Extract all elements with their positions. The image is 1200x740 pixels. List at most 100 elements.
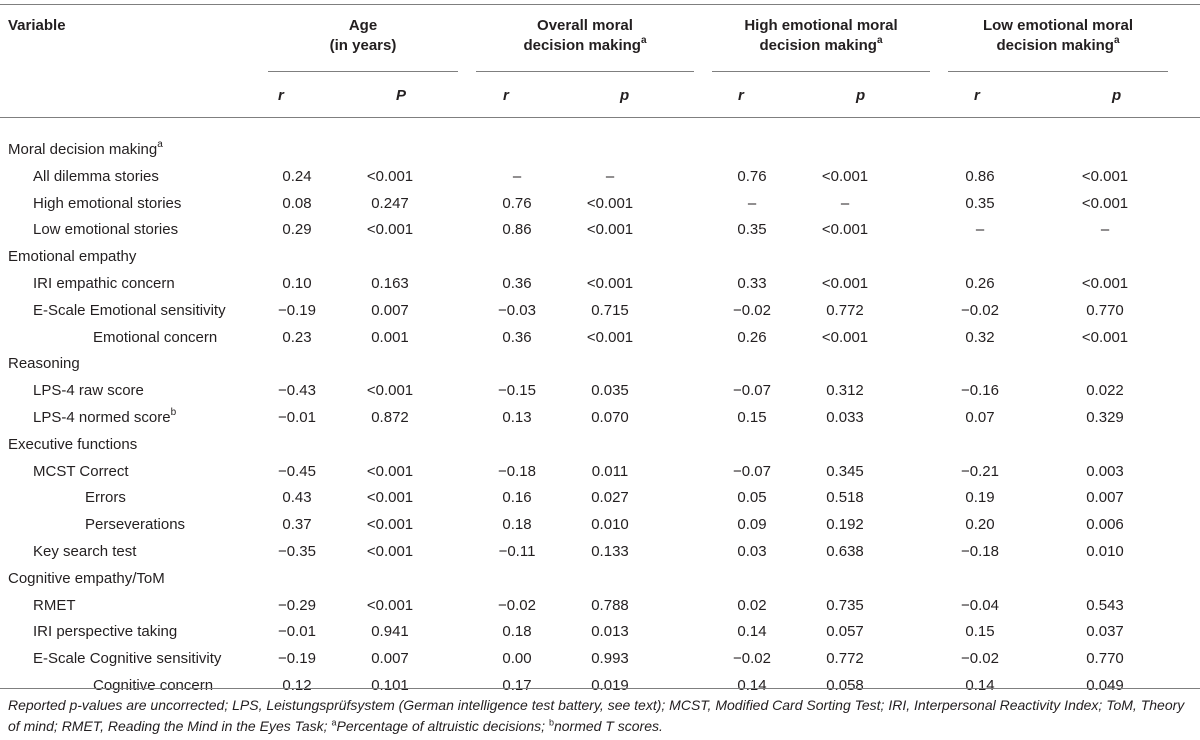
footnote-sup-a: a: [331, 717, 337, 728]
table-cell: <0.001: [366, 596, 414, 614]
row-label: LPS-4 normed scoreb: [33, 408, 176, 428]
table-cell: <0.001: [586, 275, 634, 292]
row-label: Errors: [85, 488, 126, 508]
low-group-rule: [948, 71, 1168, 72]
row-label-sup: a: [157, 139, 163, 150]
table-cell: 0.13: [502, 409, 532, 426]
table-cell: 0.013: [591, 623, 629, 641]
subheader-high-r: r: [738, 87, 744, 104]
row-label-text: Key search test: [33, 543, 137, 560]
table-cell: 0.43: [282, 489, 312, 507]
table-cell: −0.18: [961, 543, 999, 560]
row-label: All dilemma stories: [33, 167, 159, 187]
table-cell: 0.022: [1086, 382, 1124, 400]
table-cell: <0.001: [586, 194, 634, 212]
table-cell: 0.010: [591, 516, 629, 534]
row-label: RMET: [33, 596, 76, 616]
table-cell: 0.058: [826, 677, 864, 694]
table-top-rule: [0, 4, 1200, 5]
variable-column-header: Variable: [8, 17, 66, 34]
table-cell: 0.770: [1086, 301, 1124, 319]
table-cell: <0.001: [1081, 328, 1129, 346]
row-label: Key search test: [33, 542, 136, 562]
table-cell: 0.037: [1086, 623, 1124, 641]
table-cell: 0.007: [371, 650, 409, 668]
table-cell: –: [605, 167, 615, 185]
table-cell: <0.001: [1081, 194, 1129, 212]
row-label-text: Reasoning: [8, 355, 80, 373]
table-cell: 0.101: [371, 677, 409, 694]
subheader-age-p: P: [396, 87, 407, 104]
table-cell: <0.001: [586, 221, 634, 239]
table-cell: −0.02: [961, 650, 999, 668]
subheader-age-r: r: [278, 87, 284, 104]
table-cell: 0.543: [1086, 596, 1124, 614]
footnote-note-b: normed T scores.: [553, 718, 663, 734]
table-cell: 0.35: [965, 194, 995, 212]
table-cell: <0.001: [1081, 275, 1129, 292]
low-header-line1: Low emotional moral: [982, 17, 1133, 34]
table-cell: 0.001: [371, 328, 409, 346]
table-cell: −0.02: [733, 301, 771, 319]
table-cell: <0.001: [821, 221, 869, 239]
table-cell: −0.03: [498, 301, 536, 319]
row-label: E-Scale Cognitive sensitivity: [33, 649, 221, 669]
section-label: Cognitive empathy/ToM: [8, 569, 165, 589]
table-cell: −0.21: [961, 462, 999, 480]
section-label: Reasoning: [8, 354, 80, 374]
table-cell: 0.788: [591, 596, 629, 614]
table-cell: 0.09: [737, 516, 767, 534]
overall-header-line2: decision making: [523, 37, 641, 54]
subheader-low-r: r: [974, 87, 980, 104]
table-cell: 0.15: [737, 409, 767, 426]
table-cell: 0.010: [1086, 543, 1124, 560]
row-label: High emotional stories: [33, 194, 181, 214]
table-cell: 0.33: [737, 275, 767, 292]
subheader-overall-r: r: [503, 87, 509, 104]
row-label-text: Perseverations: [85, 516, 186, 534]
table-cell: −0.19: [278, 301, 316, 319]
subheader-overall-p: p: [620, 87, 630, 104]
overall-group-rule: [476, 71, 694, 72]
table-cell: 0.05: [737, 489, 767, 507]
table-cell: 0.08: [282, 194, 312, 212]
row-label-text: Cognitive empathy/ToM: [8, 569, 165, 587]
table-cell: 0.006: [1086, 516, 1124, 534]
table-cell: −0.01: [278, 623, 316, 641]
table-cell: <0.001: [366, 382, 414, 400]
table-cell: 0.24: [282, 167, 312, 185]
section-label: Executive functions: [8, 435, 137, 455]
high-header-sup: a: [876, 35, 883, 46]
table-cell: 0.007: [371, 301, 409, 319]
overall-header-sup: a: [640, 35, 647, 46]
age-header-line1: Age: [348, 17, 378, 34]
table-cell: 0.033: [826, 409, 864, 426]
row-label-text: Low emotional stories: [33, 221, 179, 239]
table-cell: −0.02: [961, 301, 999, 319]
table-cell: 0.049: [1086, 677, 1124, 694]
row-label: MCST Correct: [33, 462, 129, 482]
table-cell: –: [512, 167, 522, 185]
row-label-text: RMET: [33, 596, 76, 614]
table-cell: 0.86: [502, 221, 532, 239]
overall-group-header: Overall moral decision makinga: [476, 16, 694, 56]
table-cell: <0.001: [821, 328, 869, 346]
header-bottom-rule: [0, 117, 1200, 118]
table-cell: <0.001: [586, 328, 634, 346]
high-group-rule: [712, 71, 930, 72]
table-cell: <0.001: [366, 516, 414, 534]
table-cell: 0.070: [591, 409, 629, 426]
table-cell: 0.772: [826, 301, 864, 319]
table-cell: 0.019: [591, 677, 629, 694]
table-cell: –: [747, 194, 757, 212]
row-label-text: IRI empathic concern: [33, 275, 175, 292]
row-label: E-Scale Emotional sensitivity: [33, 301, 226, 321]
table-cell: −0.43: [278, 382, 316, 400]
age-header-line2: (in years): [329, 37, 397, 54]
footnote-main: Reported p-values are uncorrected; LPS, …: [8, 697, 1185, 734]
row-label: Cognitive concern: [93, 676, 213, 696]
table-cell: 0.26: [965, 275, 995, 292]
row-label-text: Cognitive concern: [93, 677, 214, 694]
table-footnote: Reported p-values are uncorrected; LPS, …: [8, 695, 1193, 737]
table-cell: 0.003: [1086, 462, 1124, 480]
